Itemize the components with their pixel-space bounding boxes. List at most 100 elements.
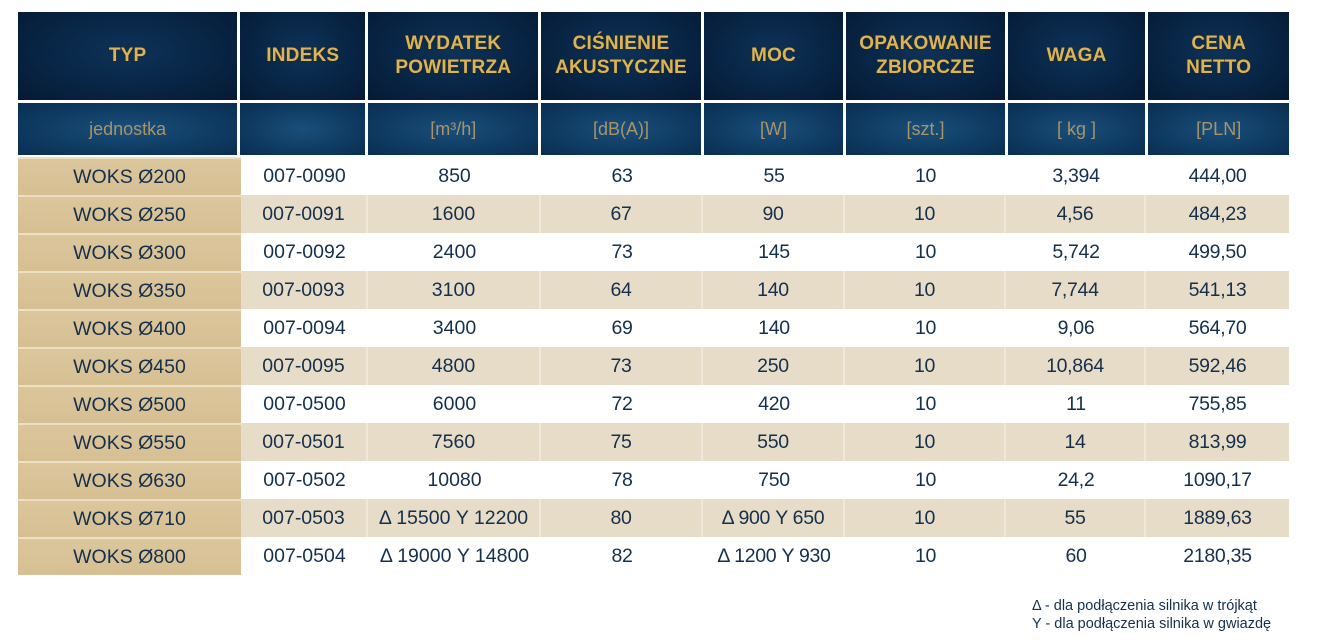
table-row: WOKS Ø800 007-0504 Δ 19000 Y 14800 82 Δ … (18, 537, 1289, 575)
cell-indeks: 007-0090 (241, 157, 368, 195)
cell-moc: 140 (703, 271, 845, 309)
legend: Δ - dla podłączenia silnika w trójkąt Y … (1032, 597, 1271, 633)
cell-cena: 444,00 (1146, 157, 1289, 195)
cell-wydatek: 10080 (368, 461, 541, 499)
cell-typ: WOKS Ø250 (18, 195, 241, 233)
cell-opakowanie: 10 (845, 157, 1006, 195)
table-row: WOKS Ø400 007-0094 3400 69 140 10 9,06 5… (18, 309, 1289, 347)
cell-moc: 420 (703, 385, 845, 423)
cell-wydatek: Δ 19000 Y 14800 (368, 537, 541, 575)
cell-cena: 1889,63 (1146, 499, 1289, 537)
cell-typ: WOKS Ø500 (18, 385, 241, 423)
header-moc: MOC (703, 12, 844, 100)
table-row: WOKS Ø630 007-0502 10080 78 750 10 24,2 … (18, 461, 1289, 499)
cell-indeks: 007-0504 (241, 537, 368, 575)
cell-wydatek: 1600 (368, 195, 541, 233)
cell-cena: 2180,35 (1146, 537, 1289, 575)
cell-opakowanie: 10 (845, 309, 1006, 347)
cell-indeks: 007-0094 (241, 309, 368, 347)
cell-typ: WOKS Ø630 (18, 461, 241, 499)
unit-cena: [PLN] (1148, 103, 1290, 155)
cell-indeks: 007-0500 (241, 385, 368, 423)
cell-typ: WOKS Ø350 (18, 271, 241, 309)
cell-indeks: 007-0091 (241, 195, 368, 233)
cell-cena: 499,50 (1146, 233, 1289, 271)
cell-waga: 55 (1006, 499, 1146, 537)
legend-delta: Δ - dla podłączenia silnika w trójkąt (1032, 598, 1257, 614)
cell-wydatek: 3400 (368, 309, 541, 347)
cell-opakowanie: 10 (845, 499, 1006, 537)
cell-moc: 750 (703, 461, 845, 499)
cell-wydatek: 4800 (368, 347, 541, 385)
header-wydatek: WYDATEK POWIETRZA (368, 12, 539, 100)
cell-wydatek: 2400 (368, 233, 541, 271)
cell-waga: 4,56 (1006, 195, 1146, 233)
cell-typ: WOKS Ø450 (18, 347, 241, 385)
cell-cisnienie: 67 (541, 195, 703, 233)
cell-typ: WOKS Ø800 (18, 537, 241, 575)
cell-cisnienie: 80 (541, 499, 703, 537)
cell-cisnienie: 64 (541, 271, 703, 309)
cell-indeks: 007-0095 (241, 347, 368, 385)
cell-cena: 1090,17 (1146, 461, 1289, 499)
cell-waga: 10,864 (1006, 347, 1146, 385)
cell-opakowanie: 10 (845, 423, 1006, 461)
cell-moc: 250 (703, 347, 845, 385)
cell-typ: WOKS Ø550 (18, 423, 241, 461)
cell-moc: Δ 1200 Y 930 (703, 537, 845, 575)
cell-opakowanie: 10 (845, 385, 1006, 423)
header-waga: WAGA (1007, 12, 1146, 100)
cell-cena: 813,99 (1146, 423, 1289, 461)
table-row: WOKS Ø300 007-0092 2400 73 145 10 5,742 … (18, 233, 1289, 271)
cell-indeks: 007-0092 (241, 233, 368, 271)
cell-cena: 755,85 (1146, 385, 1289, 423)
legend-star: Y - dla podłączenia silnika w gwiazdę (1032, 616, 1272, 632)
header-cena: CENA NETTO (1148, 12, 1290, 100)
cell-moc: 55 (703, 157, 845, 195)
cell-waga: 7,744 (1006, 271, 1146, 309)
cell-cisnienie: 75 (541, 423, 703, 461)
cell-typ: WOKS Ø300 (18, 233, 241, 271)
cell-cena: 541,13 (1146, 271, 1289, 309)
unit-opakowanie: [szt.] (846, 103, 1005, 155)
cell-cena: 484,23 (1146, 195, 1289, 233)
cell-waga: 3,394 (1006, 157, 1146, 195)
cell-waga: 5,742 (1006, 233, 1146, 271)
cell-waga: 60 (1006, 537, 1146, 575)
cell-cisnienie: 73 (541, 347, 703, 385)
cell-moc: 550 (703, 423, 845, 461)
cell-cena: 592,46 (1146, 347, 1289, 385)
cell-opakowanie: 10 (845, 271, 1006, 309)
header-typ: TYP (18, 12, 238, 100)
cell-typ: WOKS Ø200 (18, 157, 241, 195)
table-row: WOKS Ø500 007-0500 6000 72 420 10 11 755… (18, 385, 1289, 423)
unit-waga: [ kg ] (1007, 103, 1146, 155)
table-body: WOKS Ø200 007-0090 850 63 55 10 3,394 44… (18, 157, 1289, 575)
cell-wydatek: 3100 (368, 271, 541, 309)
cell-cisnienie: 82 (541, 537, 703, 575)
product-table: TYP INDEKS WYDATEK POWIETRZA CIŚNIENIE AKU… (18, 12, 1290, 575)
header-opakowanie: OPAKOWANIE ZBIORCZE (846, 12, 1005, 100)
cell-typ: WOKS Ø400 (18, 309, 241, 347)
table-row: WOKS Ø450 007-0095 4800 73 250 10 10,864… (18, 347, 1289, 385)
cell-indeks: 007-0502 (241, 461, 368, 499)
unit-wydatek: [m³/h] (368, 103, 539, 155)
cell-moc: Δ 900 Y 650 (703, 499, 845, 537)
cell-cisnienie: 78 (541, 461, 703, 499)
header-cisnienie: CIŚNIENIE AKUSTYCZNE (541, 12, 701, 100)
unit-label: jednostka (18, 103, 238, 155)
cell-cisnienie: 63 (541, 157, 703, 195)
cell-indeks: 007-0501 (241, 423, 368, 461)
cell-wydatek: 6000 (368, 385, 541, 423)
unit-indeks (240, 103, 366, 155)
cell-opakowanie: 10 (845, 537, 1006, 575)
cell-cisnienie: 73 (541, 233, 703, 271)
table-row: WOKS Ø200 007-0090 850 63 55 10 3,394 44… (18, 157, 1289, 195)
cell-opakowanie: 10 (845, 233, 1006, 271)
cell-moc: 145 (703, 233, 845, 271)
table-row: WOKS Ø710 007-0503 Δ 15500 Y 12200 80 Δ … (18, 499, 1289, 537)
cell-typ: WOKS Ø710 (18, 499, 241, 537)
cell-opakowanie: 10 (845, 461, 1006, 499)
cell-wydatek: 850 (368, 157, 541, 195)
cell-cisnienie: 72 (541, 385, 703, 423)
